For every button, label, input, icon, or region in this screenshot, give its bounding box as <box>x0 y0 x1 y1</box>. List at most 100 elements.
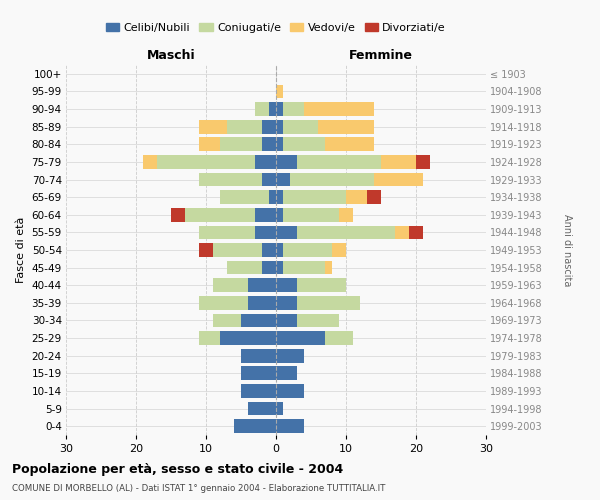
Bar <box>220 190 276 204</box>
Bar <box>199 331 276 345</box>
Bar <box>276 402 283 415</box>
Bar <box>241 366 276 380</box>
Bar <box>276 243 346 257</box>
Bar <box>276 420 304 433</box>
Bar <box>255 102 276 116</box>
Bar <box>199 172 276 186</box>
Bar <box>276 278 297 292</box>
Bar <box>276 331 325 345</box>
Bar <box>241 384 276 398</box>
Legend: Celibi/Nubili, Coniugati/e, Vedovi/e, Divorziati/e: Celibi/Nubili, Coniugati/e, Vedovi/e, Di… <box>101 19 451 38</box>
Bar <box>276 226 395 239</box>
Bar <box>276 296 360 310</box>
Bar <box>220 331 276 345</box>
Bar <box>199 243 276 257</box>
Bar <box>248 402 276 415</box>
Bar <box>199 120 276 134</box>
Bar <box>276 260 332 274</box>
Text: Popolazione per età, sesso e stato civile - 2004: Popolazione per età, sesso e stato civil… <box>12 462 343 475</box>
Bar <box>241 349 276 362</box>
Bar <box>262 172 276 186</box>
Bar <box>157 155 276 169</box>
Bar <box>276 138 374 151</box>
Bar <box>276 190 283 204</box>
Bar <box>220 190 276 204</box>
Bar <box>213 278 276 292</box>
Bar <box>269 102 276 116</box>
Bar <box>248 278 276 292</box>
Bar <box>276 296 360 310</box>
Bar <box>199 172 276 186</box>
Bar <box>276 260 332 274</box>
Bar <box>276 314 339 328</box>
Bar <box>276 208 353 222</box>
Bar <box>171 208 276 222</box>
Bar <box>227 260 276 274</box>
Bar <box>199 172 276 186</box>
Bar <box>241 366 276 380</box>
Bar <box>241 314 276 328</box>
Bar <box>199 226 276 239</box>
Bar <box>276 120 318 134</box>
Bar <box>234 420 276 433</box>
Bar <box>199 331 276 345</box>
Text: Maschi: Maschi <box>146 50 196 62</box>
Bar <box>276 296 360 310</box>
Bar <box>234 420 276 433</box>
Bar <box>199 226 276 239</box>
Bar <box>248 402 276 415</box>
Bar <box>276 420 304 433</box>
Bar <box>241 349 276 362</box>
Bar <box>276 243 283 257</box>
Bar <box>276 172 423 186</box>
Bar <box>276 296 297 310</box>
Bar <box>199 296 276 310</box>
Bar <box>276 226 409 239</box>
Bar <box>199 138 276 151</box>
Bar <box>199 226 276 239</box>
Bar <box>276 190 346 204</box>
Bar <box>241 366 276 380</box>
Bar <box>199 296 276 310</box>
Bar <box>276 331 353 345</box>
Bar <box>276 366 297 380</box>
Bar <box>276 120 374 134</box>
Bar <box>276 102 374 116</box>
Bar <box>262 260 276 274</box>
Bar <box>255 102 276 116</box>
Bar <box>241 384 276 398</box>
Bar <box>276 278 346 292</box>
Bar <box>276 331 353 345</box>
Bar <box>276 384 304 398</box>
Bar <box>276 102 283 116</box>
Bar <box>241 384 276 398</box>
Bar <box>248 402 276 415</box>
Bar <box>276 190 381 204</box>
Bar <box>227 120 276 134</box>
Bar <box>255 102 276 116</box>
Bar <box>276 384 304 398</box>
Bar <box>276 172 374 186</box>
Bar <box>220 138 276 151</box>
Bar <box>276 420 304 433</box>
Bar <box>276 260 325 274</box>
Bar <box>199 138 276 151</box>
Bar <box>276 208 283 222</box>
Bar <box>276 226 423 239</box>
Bar <box>276 208 353 222</box>
Bar <box>276 366 297 380</box>
Bar <box>276 384 304 398</box>
Bar <box>262 138 276 151</box>
Bar <box>262 120 276 134</box>
Bar <box>276 84 283 98</box>
Bar <box>276 420 304 433</box>
Bar <box>255 208 276 222</box>
Bar <box>276 226 297 239</box>
Bar <box>241 349 276 362</box>
Bar <box>213 314 276 328</box>
Bar <box>276 84 283 98</box>
Bar <box>276 138 374 151</box>
Bar <box>276 314 339 328</box>
Bar <box>213 314 276 328</box>
Bar <box>213 278 276 292</box>
